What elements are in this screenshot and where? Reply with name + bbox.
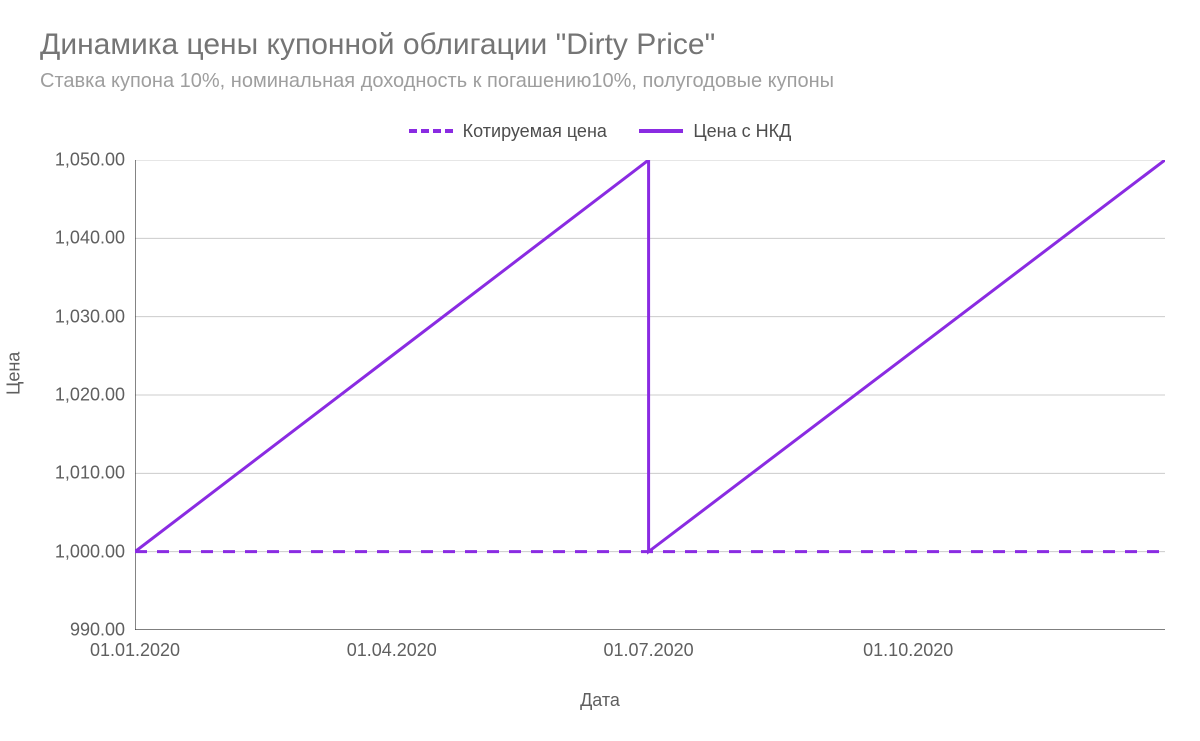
- y-tick-label: 1,000.00: [5, 541, 125, 562]
- chart-legend: Котируемая цена Цена с НКД: [0, 120, 1200, 142]
- y-tick-label: 1,030.00: [5, 306, 125, 327]
- chart-subtitle: Ставка купона 10%, номинальная доходност…: [40, 70, 834, 93]
- legend-swatch-solid-icon: [639, 129, 683, 133]
- legend-item-dirty: Цена с НКД: [639, 121, 791, 142]
- legend-label: Цена с НКД: [693, 121, 791, 142]
- chart-title: Динамика цены купонной облигации "Dirty …: [40, 28, 715, 62]
- y-tick-label: 990.00: [5, 620, 125, 641]
- plot-area: [135, 160, 1165, 630]
- legend-label: Котируемая цена: [463, 121, 607, 142]
- legend-item-quoted: Котируемая цена: [409, 121, 607, 142]
- x-tick-label: 01.10.2020: [863, 640, 953, 661]
- legend-swatch-dashed-icon: [409, 129, 453, 133]
- chart-container: Динамика цены купонной облигации "Dirty …: [0, 0, 1200, 741]
- series-dirty-price: [135, 160, 1165, 552]
- y-tick-label: 1,020.00: [5, 385, 125, 406]
- plot-svg: [135, 160, 1165, 630]
- x-axis-title: Дата: [0, 690, 1200, 711]
- y-tick-label: 1,040.00: [5, 228, 125, 249]
- y-tick-label: 1,050.00: [5, 150, 125, 171]
- x-tick-label: 01.07.2020: [604, 640, 694, 661]
- y-tick-label: 1,010.00: [5, 463, 125, 484]
- x-tick-label: 01.01.2020: [90, 640, 180, 661]
- x-tick-label: 01.04.2020: [347, 640, 437, 661]
